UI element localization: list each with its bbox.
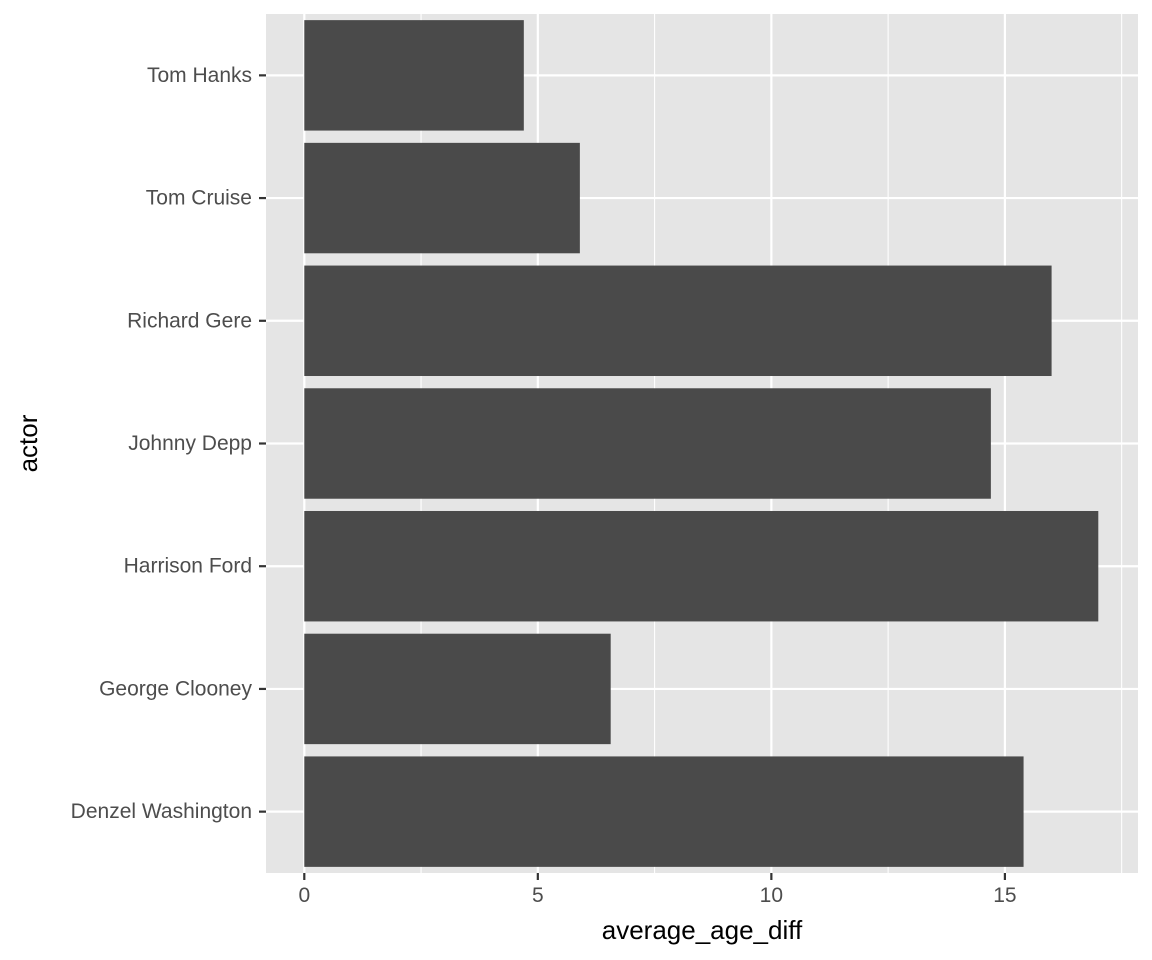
bars	[304, 20, 1099, 867]
y-tick-label: Johnny Depp	[128, 432, 252, 455]
bar	[304, 142, 580, 254]
x-tick-label: 15	[993, 884, 1016, 907]
bar	[304, 756, 1024, 867]
x-tick-label: 5	[532, 884, 544, 907]
x-tick-label: 10	[760, 884, 783, 907]
x-tick-label: 0	[298, 884, 310, 907]
bar	[304, 388, 991, 499]
bar	[304, 265, 1052, 377]
y-tick-label: Harrison Ford	[124, 555, 252, 578]
y-tick-label: Tom Cruise	[146, 187, 252, 210]
y-tick-label: Richard Gere	[127, 309, 252, 332]
bar	[304, 510, 1099, 622]
bar	[304, 20, 524, 131]
y-tick-label: Denzel Washington	[71, 800, 252, 823]
y-tick-label: George Clooney	[99, 677, 252, 700]
y-axis-title: actor	[13, 414, 43, 472]
bar	[304, 633, 611, 745]
x-axis: 0 5 10 15	[298, 873, 1017, 907]
y-tick-label: Tom Hanks	[147, 64, 252, 87]
x-axis-title: average_age_diff	[602, 915, 803, 945]
y-axis: Denzel Washington George Clooney Harrison …	[71, 64, 266, 823]
